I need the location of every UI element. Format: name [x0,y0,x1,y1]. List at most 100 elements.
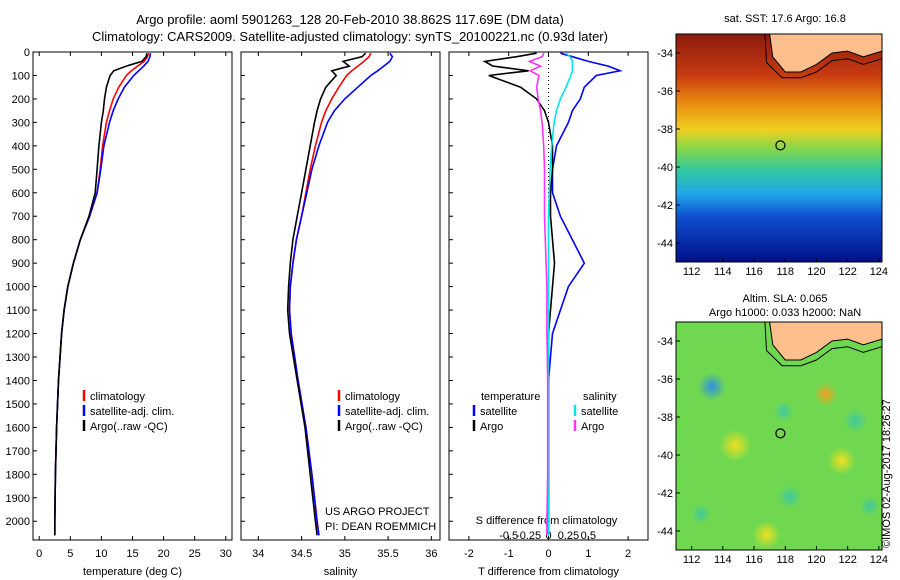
depth-tick-label: 300 [12,117,30,129]
depth-tick-label: 1200 [6,329,30,341]
isobath-line [764,33,883,79]
depth-tick-label: 1500 [6,399,30,411]
temperature-axis-tick-label: 5 [67,548,73,560]
map-lon-tick-label: 124 [870,554,888,566]
map-lon-tick-label: 114 [714,266,732,278]
depth-tick-label: 800 [12,235,30,247]
legend-entry: Argo [581,421,604,433]
depth-tick-label: 1000 [6,282,30,294]
temperature-axis-label: temperature (deg C) [83,566,182,578]
salinity-axis-tick-label: 35 [339,548,351,560]
sla-anomaly-spot [719,429,752,462]
depth-tick-label: 1800 [6,469,30,481]
argo-float-marker [775,140,786,151]
map-lon-tick-label: 120 [807,554,825,566]
annotation-text: PI: DEAN ROEMMICH [325,521,436,533]
depth-tick-label: 700 [12,211,30,223]
map-lon-tick-label: 120 [807,266,825,278]
map-lat-tick-label: -42 [657,200,673,212]
temperature-axis-tick-label: 30 [220,548,232,560]
salinity-axis-tick-label: 34.5 [291,548,312,560]
temperature-axis-tick-label: 0 [36,548,42,560]
depth-tick-label: 1400 [6,375,30,387]
depth-tick-label: 2000 [6,516,30,528]
sla-anomaly-spot [777,484,802,509]
sdiff-tick-label: 0.25 [558,530,579,542]
depth-tick-label: 100 [12,70,30,82]
depth-tick-label: 1300 [6,352,30,364]
depth-tick-label: 1700 [6,446,30,458]
map-lon-tick-label: 116 [745,266,763,278]
isobath-line [764,321,883,367]
depth-tick-label: 1100 [6,305,30,317]
salinity-series-line [286,52,367,536]
tdiff-axis-tick-label: -1 [504,548,514,560]
legend-entry: Argo(..raw -QC) [345,421,423,433]
timestamp-label: ©IMOS 02-Aug-2017 18:26:27 [881,399,893,548]
map-lon-tick-label: 124 [870,266,888,278]
legend-entry: satellite-adj. clim. [90,406,174,418]
map-lat-tick-label: -44 [657,238,673,250]
legend-entry: climatology [345,391,401,403]
legend-entry: Argo [480,421,503,433]
depth-tick-label: 0 [24,47,30,59]
argo-float-marker [775,428,786,439]
annotation-text: US ARGO PROJECT [325,506,430,518]
temperature-series-line [53,53,148,536]
map-lon-tick-label: 114 [714,554,732,566]
legend-entry: satellite [480,406,517,418]
chart-title-line2: Climatology: CARS2009. Satellite-adjuste… [92,29,608,44]
map-lat-tick-label: -36 [657,374,673,386]
depth-tick-label: 500 [12,164,30,176]
sla-anomaly-spot [697,372,726,401]
map-lon-tick-label: 118 [776,554,794,566]
salinity-axis-tick-label: 34 [252,548,264,560]
sst-map [675,33,883,263]
depth-tick-label: 900 [12,258,30,270]
tdiff-axis-tick-label: 0 [545,548,551,560]
map-lon-tick-label: 112 [683,554,701,566]
map-lon-tick-label: 122 [838,554,856,566]
legend-title: salinity [583,391,617,403]
map-lat-tick-label: -42 [657,488,673,500]
salinity-axis-label: salinity [324,566,358,578]
sla-anomaly-spot [773,401,794,422]
temperature-axis-tick-label: 15 [126,548,138,560]
sla-map [675,321,883,551]
salinity-series-line [288,52,372,536]
temperature-axis-tick-label: 20 [157,548,169,560]
salinity-series-line [288,52,394,536]
map-lat-tick-label: -38 [657,412,673,424]
salinity-axis-tick-label: 36 [425,548,437,560]
sst-field [676,34,882,262]
map-lat-tick-label: -44 [657,526,673,538]
map-frame [675,321,883,551]
chart-title-line1: Argo profile: aoml 5901263_128 20-Feb-20… [136,12,564,27]
legend-entry: climatology [90,391,146,403]
difference-series-line [527,52,549,536]
depth-tick-label: 1600 [6,422,30,434]
map-lat-tick-label: -36 [657,86,673,98]
legend-title: temperature [481,391,540,403]
salinity-axis-tick-label: 35.5 [377,548,398,560]
map-lat-tick-label: -38 [657,124,673,136]
difference-series-line [482,52,556,536]
legend-entry: satellite [581,406,618,418]
depth-tick-label: 1900 [6,493,30,505]
difference-series-line [547,52,574,536]
tdiff-axis-tick-label: 1 [585,548,591,560]
map-lat-tick-label: -40 [657,450,673,462]
sdiff-tick-label: -0.5 [499,530,518,542]
map-frame [675,33,883,263]
sla-anomaly-spot [827,446,856,475]
temperature-axis-tick-label: 10 [95,548,107,560]
sdiff-tick-label: 0.5 [581,530,596,542]
sla-map-subtitle: Argo h1000: 0.033 h2000: NaN [709,307,861,319]
difference-series-line [547,52,623,536]
depth-tick-label: 200 [12,94,30,106]
temperature-panel-frame [32,51,233,541]
legend-entry: Argo(..raw -QC) [90,421,168,433]
temperature-series-line [53,53,152,536]
legend-entry: satellite-adj. clim. [345,406,429,418]
